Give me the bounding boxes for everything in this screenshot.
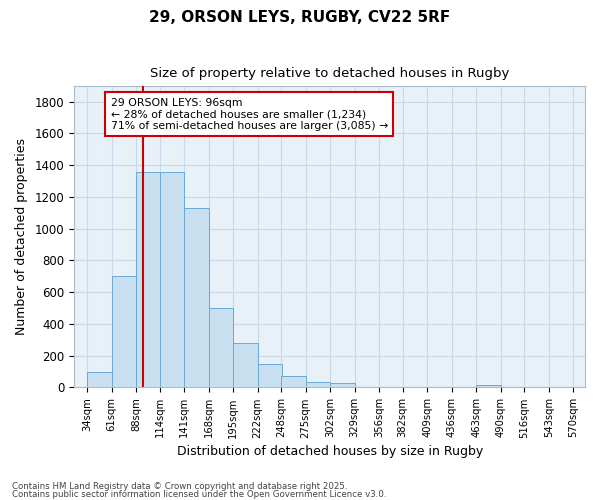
Bar: [281, 376, 305, 388]
Bar: [476, 385, 500, 388]
Text: 29, ORSON LEYS, RUGBY, CV22 5RF: 29, ORSON LEYS, RUGBY, CV22 5RF: [149, 10, 451, 25]
Text: Contains public sector information licensed under the Open Government Licence v3: Contains public sector information licen…: [12, 490, 386, 499]
Text: Contains HM Land Registry data © Crown copyright and database right 2025.: Contains HM Land Registry data © Crown c…: [12, 482, 347, 491]
Bar: [136, 172, 161, 388]
Bar: [330, 382, 355, 388]
Bar: [87, 372, 112, 388]
Bar: [112, 276, 136, 388]
Bar: [305, 382, 330, 388]
Bar: [160, 172, 184, 388]
Text: 29 ORSON LEYS: 96sqm
← 28% of detached houses are smaller (1,234)
71% of semi-de: 29 ORSON LEYS: 96sqm ← 28% of detached h…: [110, 98, 388, 131]
X-axis label: Distribution of detached houses by size in Rugby: Distribution of detached houses by size …: [176, 444, 483, 458]
Title: Size of property relative to detached houses in Rugby: Size of property relative to detached ho…: [150, 68, 509, 80]
Bar: [184, 208, 209, 388]
Bar: [233, 343, 257, 388]
Bar: [257, 364, 282, 388]
Bar: [209, 308, 233, 388]
Y-axis label: Number of detached properties: Number of detached properties: [15, 138, 28, 335]
